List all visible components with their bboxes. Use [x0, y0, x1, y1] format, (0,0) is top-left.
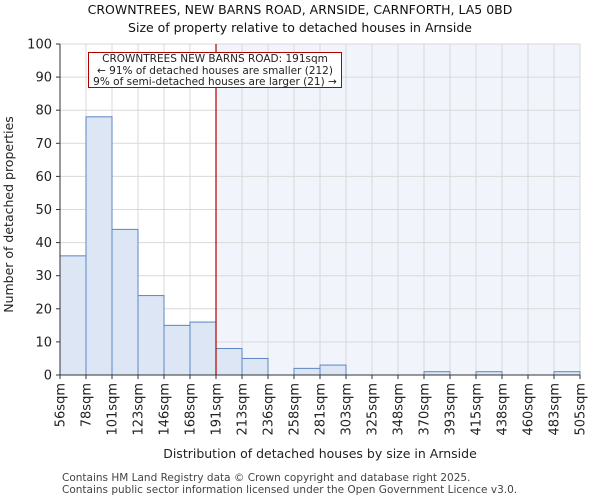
y-tick-label: 90	[35, 71, 52, 86]
bar	[189, 321, 217, 376]
footer-line-2: Contains public sector information licen…	[62, 484, 518, 496]
x-tick-label: 483sqm	[548, 383, 563, 436]
chart-subtitle: Size of property relative to detached ho…	[128, 20, 472, 35]
bar	[137, 295, 165, 376]
bar	[215, 348, 243, 376]
x-tick-label: 101sqm	[106, 383, 121, 436]
y-tick-label: 30	[35, 269, 52, 284]
x-tick-label: 258sqm	[288, 383, 303, 436]
x-tick-label: 505sqm	[574, 383, 589, 436]
x-tick-label: 123sqm	[132, 383, 147, 436]
bar	[163, 324, 191, 376]
bar	[319, 364, 347, 376]
x-tick-label: 78sqm	[80, 383, 95, 427]
chart-title: CROWNTREES, NEW BARNS ROAD, ARNSIDE, CAR…	[87, 2, 513, 17]
annotation-line-2: ← 91% of detached houses are smaller (21…	[97, 64, 333, 77]
y-axis-title: Number of detached properties	[1, 116, 16, 313]
y-tick-label: 50	[35, 203, 52, 218]
y-tick-label: 60	[35, 170, 52, 185]
x-tick-label: 393sqm	[444, 383, 459, 436]
bar	[59, 255, 87, 376]
footer-line-1: Contains HM Land Registry data © Crown c…	[62, 472, 471, 484]
annotation-line-1: CROWNTREES NEW BARNS ROAD: 191sqm	[102, 53, 328, 65]
x-axis-title: Distribution of detached houses by size …	[163, 446, 477, 461]
x-tick-label: 236sqm	[262, 383, 277, 436]
x-tick-label: 415sqm	[470, 383, 485, 436]
x-tick-label: 370sqm	[418, 383, 433, 436]
x-tick-label: 191sqm	[210, 383, 225, 436]
bar	[85, 116, 113, 376]
x-tick-label: 168sqm	[184, 383, 199, 436]
y-tick-label: 80	[35, 104, 52, 119]
x-tick-label: 146sqm	[158, 383, 173, 436]
y-tick-label: 20	[35, 302, 52, 317]
bar	[241, 357, 269, 376]
x-tick-label: 56sqm	[54, 383, 69, 427]
x-tick-label: 438sqm	[496, 383, 511, 436]
x-tick-label: 325sqm	[366, 383, 381, 436]
bar	[293, 367, 321, 376]
x-tick-label: 303sqm	[340, 383, 355, 436]
y-tick-label: 100	[27, 38, 52, 53]
bar	[111, 228, 139, 376]
x-tick-label: 213sqm	[236, 383, 251, 436]
x-tick-label: 281sqm	[314, 383, 329, 436]
x-tick-label: 460sqm	[522, 383, 537, 436]
y-tick-label: 0	[44, 369, 52, 384]
y-tick-label: 10	[35, 335, 52, 350]
x-tick-label: 348sqm	[392, 383, 407, 436]
annotation-box: CROWNTREES NEW BARNS ROAD: 191sqm ← 91% …	[88, 52, 342, 88]
y-tick-label: 40	[35, 236, 52, 251]
y-tick-label: 70	[35, 137, 52, 152]
annotation-line-3: 9% of semi-detached houses are larger (2…	[93, 76, 337, 88]
